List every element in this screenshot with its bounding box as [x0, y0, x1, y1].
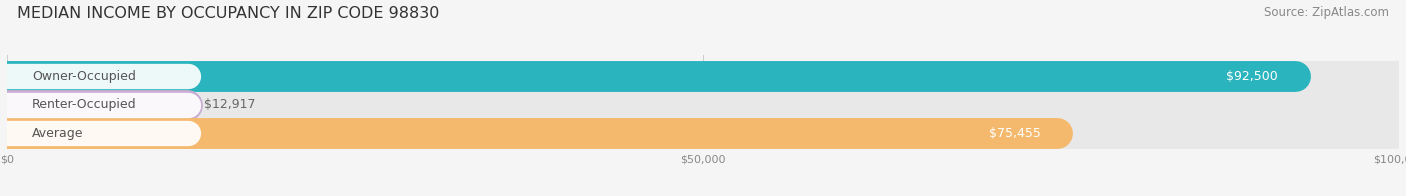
Text: $12,917: $12,917	[204, 98, 254, 111]
Text: Owner-Occupied: Owner-Occupied	[32, 70, 136, 83]
Text: MEDIAN INCOME BY OCCUPANCY IN ZIP CODE 98830: MEDIAN INCOME BY OCCUPANCY IN ZIP CODE 9…	[17, 6, 439, 21]
Text: $75,455: $75,455	[988, 127, 1040, 140]
Text: Renter-Occupied: Renter-Occupied	[32, 98, 136, 111]
Text: $92,500: $92,500	[1226, 70, 1278, 83]
Text: Average: Average	[32, 127, 83, 140]
Text: Source: ZipAtlas.com: Source: ZipAtlas.com	[1264, 6, 1389, 19]
